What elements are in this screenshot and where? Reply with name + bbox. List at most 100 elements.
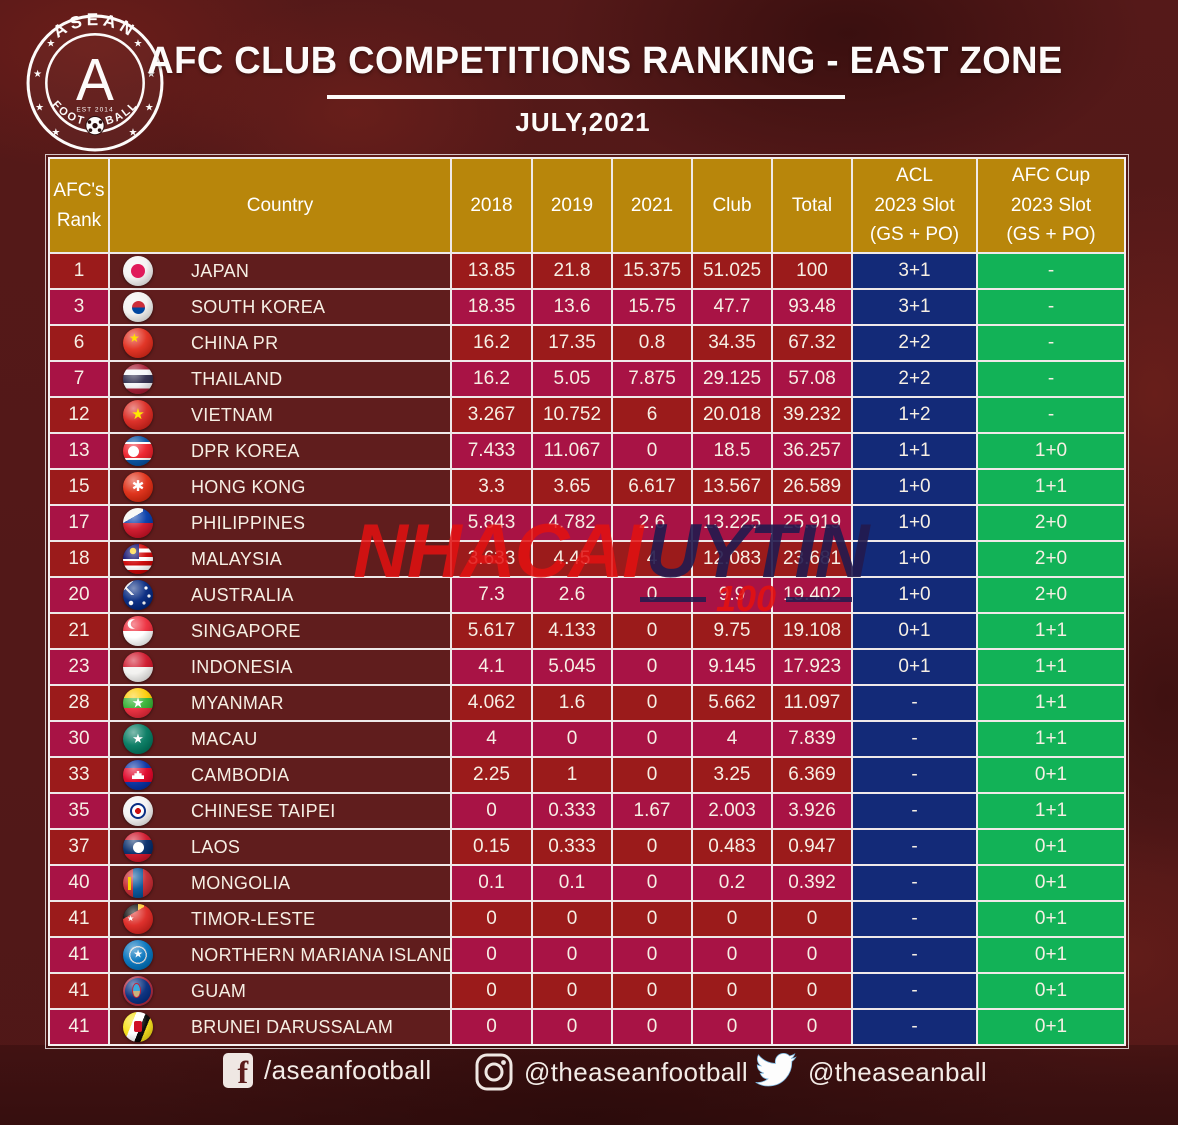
total-score-cell: 0: [773, 974, 851, 1008]
country-cell: MONGOLIA: [110, 866, 450, 900]
flag-icon-bn: [123, 1012, 153, 1042]
score-2021-cell: 0.8: [613, 326, 691, 360]
score-2019-cell: 5.045: [533, 650, 611, 684]
score-2019-cell: 2.6: [533, 578, 611, 612]
score-2021-cell: 2.6: [613, 506, 691, 540]
country-cell: MALAYSIA: [110, 542, 450, 576]
country-cell: SOUTH KOREA: [110, 290, 450, 324]
svg-text:f: f: [237, 1054, 248, 1089]
logo-stars: ★ ★ ★ ★ ★ ★ ★ ★: [33, 38, 156, 138]
country-label: MONGOLIA: [191, 872, 291, 893]
logo-est-text: EST 2014: [76, 106, 113, 113]
afc-cup-slot-cell: 0+1: [978, 830, 1124, 864]
rank-cell: 21: [50, 614, 108, 648]
flag-icon-sg: [123, 616, 153, 646]
score-2018-cell: 3.267: [452, 398, 531, 432]
club-score-cell: 18.5: [693, 434, 771, 468]
score-2019-cell: 17.35: [533, 326, 611, 360]
rank-cell: 13: [50, 434, 108, 468]
score-2021-cell: 0: [613, 866, 691, 900]
country-label: AUSTRALIA: [191, 584, 294, 605]
total-score-cell: 25.919: [773, 506, 851, 540]
country-label: CHINESE TAIPEI: [191, 800, 336, 821]
club-score-cell: 4: [693, 722, 771, 756]
acl-slot-cell: -: [853, 1010, 976, 1044]
total-score-cell: 39.232: [773, 398, 851, 432]
afc-cup-slot-cell: -: [978, 290, 1124, 324]
country-cell: NORTHERN MARIANA ISLANDS: [110, 938, 468, 972]
total-score-cell: 36.257: [773, 434, 851, 468]
afc-cup-slot-cell: 0+1: [978, 1010, 1124, 1044]
afc-cup-slot-cell: 1+1: [978, 722, 1124, 756]
country-cell: SINGAPORE: [110, 614, 450, 648]
total-score-cell: 19.402: [773, 578, 851, 612]
score-2021-cell: 1.67: [613, 794, 691, 828]
flag-icon-mp: [123, 940, 153, 970]
acl-slot-cell: -: [853, 866, 976, 900]
rank-cell: 35: [50, 794, 108, 828]
club-score-cell: 29.125: [693, 362, 771, 396]
rank-cell: 28: [50, 686, 108, 720]
total-score-cell: 0: [773, 938, 851, 972]
score-2018-cell: 7.3: [452, 578, 531, 612]
rank-cell: 15: [50, 470, 108, 504]
score-2018-cell: 0.1: [452, 866, 531, 900]
afc-cup-slot-cell: -: [978, 398, 1124, 432]
total-score-cell: 7.839: [773, 722, 851, 756]
score-2019-cell: 0.333: [533, 830, 611, 864]
score-2018-cell: 5.617: [452, 614, 531, 648]
country-label: MALAYSIA: [191, 548, 283, 569]
total-score-cell: 6.369: [773, 758, 851, 792]
score-2019-cell: 5.05: [533, 362, 611, 396]
flag-icon-vn: [123, 400, 153, 430]
country-cell: CHINESE TAIPEI: [110, 794, 450, 828]
score-2019-cell: 0.1: [533, 866, 611, 900]
score-2021-cell: 0: [613, 902, 691, 936]
score-2019-cell: 0: [533, 938, 611, 972]
score-2018-cell: 13.85: [452, 254, 531, 288]
score-2018-cell: 3.3: [452, 470, 531, 504]
score-2018-cell: 0: [452, 938, 531, 972]
club-score-cell: 47.7: [693, 290, 771, 324]
svg-text:★: ★: [33, 69, 42, 80]
column-header-club: Club: [693, 159, 771, 252]
score-2021-cell: 0: [613, 938, 691, 972]
flag-icon-tl: [123, 904, 153, 934]
afc-cup-slot-cell: 1+1: [978, 470, 1124, 504]
svg-text:★: ★: [147, 69, 156, 80]
total-score-cell: 0: [773, 902, 851, 936]
club-score-cell: 34.35: [693, 326, 771, 360]
total-score-cell: 23.681: [773, 542, 851, 576]
country-label: NORTHERN MARIANA ISLANDS: [191, 944, 468, 965]
rank-cell: 6: [50, 326, 108, 360]
country-label: MACAU: [191, 728, 258, 749]
flag-icon-ph: [123, 508, 153, 538]
country-cell: DPR KOREA: [110, 434, 450, 468]
rank-cell: 41: [50, 974, 108, 1008]
score-2018-cell: 2.25: [452, 758, 531, 792]
rank-cell: 3: [50, 290, 108, 324]
country-label: PHILIPPINES: [191, 512, 306, 533]
country-cell: JAPAN: [110, 254, 450, 288]
club-score-cell: 13.225: [693, 506, 771, 540]
club-score-cell: 13.567: [693, 470, 771, 504]
rank-cell: 41: [50, 1010, 108, 1044]
score-2021-cell: 0: [613, 686, 691, 720]
column-header-y2018: 2018: [452, 159, 531, 252]
score-2019-cell: 1.6: [533, 686, 611, 720]
svg-text:★: ★: [35, 102, 44, 113]
afc-cup-slot-cell: 0+1: [978, 758, 1124, 792]
afc-cup-slot-cell: 1+1: [978, 794, 1124, 828]
rank-cell: 30: [50, 722, 108, 756]
country-label: LAOS: [191, 836, 241, 857]
score-2018-cell: 0: [452, 794, 531, 828]
country-label: BRUNEI DARUSSALAM: [191, 1016, 394, 1037]
country-label: CAMBODIA: [191, 764, 290, 785]
acl-slot-cell: -: [853, 758, 976, 792]
country-cell: CHINA PR: [110, 326, 450, 360]
country-label: JAPAN: [191, 260, 250, 281]
rank-cell: 7: [50, 362, 108, 396]
score-2021-cell: 4: [613, 542, 691, 576]
score-2018-cell: 0: [452, 1010, 531, 1044]
score-2021-cell: 6: [613, 398, 691, 432]
